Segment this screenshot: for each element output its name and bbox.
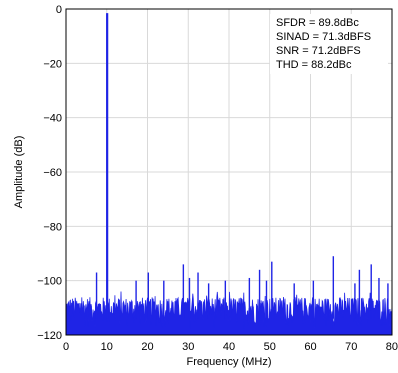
y-tick-labels: 0 −20 −40 −60 −80 −100 −120 bbox=[37, 4, 62, 342]
x-tick-labels: 0 10 20 30 40 50 60 70 80 bbox=[63, 341, 398, 353]
y-tick-label: −60 bbox=[43, 167, 62, 179]
metric-annotation: SNR = 71.2dBFS bbox=[276, 45, 361, 57]
x-tick-label: 80 bbox=[386, 341, 398, 353]
y-tick-label: 0 bbox=[56, 4, 62, 16]
plot-frame bbox=[65, 8, 393, 336]
x-tick-label: 60 bbox=[304, 341, 316, 353]
x-tick-label: 70 bbox=[345, 341, 357, 353]
annotation-background bbox=[270, 14, 388, 74]
x-tick-label: 30 bbox=[182, 341, 194, 353]
y-axis-label: Amplitude (dB) bbox=[13, 136, 25, 209]
y-tick-label: −120 bbox=[37, 330, 62, 342]
x-tick-label: 0 bbox=[63, 341, 69, 353]
x-axis-label: Frequency (MHz) bbox=[187, 356, 272, 368]
y-tick-label: −20 bbox=[43, 58, 62, 70]
metric-annotation: SFDR = 89.8dBc bbox=[276, 17, 359, 29]
metric-annotation: SINAD = 71.3dBFS bbox=[276, 31, 371, 43]
metrics-annotation-box: SFDR = 89.8dBc SINAD = 71.3dBFS SNR = 71.2… bbox=[270, 14, 388, 74]
spectrum-trace-group bbox=[65, 13, 393, 336]
y-tick-label: −80 bbox=[43, 221, 62, 233]
x-tick-label: 20 bbox=[141, 341, 153, 353]
metric-annotation: THD = 88.2dBc bbox=[276, 59, 352, 71]
y-tick-label: −100 bbox=[37, 276, 62, 288]
x-tick-label: 40 bbox=[223, 341, 235, 353]
y-tick-label: −40 bbox=[43, 113, 62, 125]
x-tick-label: 50 bbox=[264, 341, 276, 353]
noise-floor-trace bbox=[65, 291, 393, 336]
x-tick-label: 10 bbox=[101, 341, 113, 353]
